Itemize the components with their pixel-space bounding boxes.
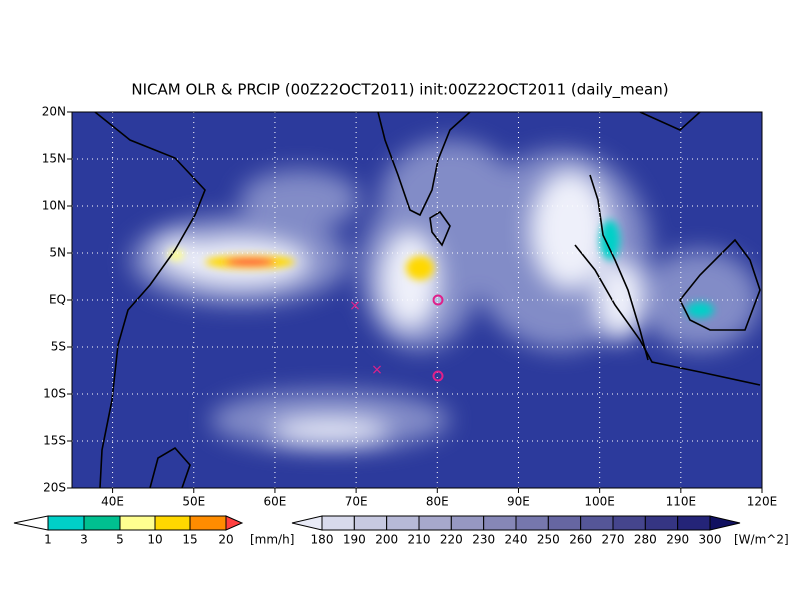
colorbar-box (450, 515, 485, 531)
colorbar-box (321, 515, 355, 531)
colorbar-label: 300 (699, 533, 722, 547)
lat-label: 15N (42, 152, 66, 166)
lat-label: 5N (49, 246, 66, 260)
colorbar-box (580, 515, 614, 531)
lon-label: 110E (666, 495, 697, 509)
colorbar-box (353, 515, 388, 531)
markers: × × (349, 294, 444, 382)
lat-label: 10S (43, 387, 66, 401)
lat-label: EQ (49, 293, 66, 307)
colorbar-label: 240 (505, 533, 528, 547)
colorbar-box (677, 515, 711, 531)
colorbar-label: 180 (311, 533, 334, 547)
colorbar-label: 1 (44, 533, 52, 547)
lon-label: 100E (584, 495, 615, 509)
colorbar-arrow (709, 515, 741, 531)
lon-label: 70E (345, 495, 368, 509)
circle-marker (432, 294, 444, 306)
colorbar-box (386, 515, 420, 531)
lat-label: 15S (43, 434, 66, 448)
colorbar-box (547, 515, 582, 531)
lon-label: 50E (182, 495, 205, 509)
circle-marker (432, 370, 444, 382)
colorbar-label: 270 (602, 533, 625, 547)
x-marker: × (349, 298, 361, 314)
colorbar-label: 15 (182, 533, 197, 547)
colorbar-arrow (291, 515, 323, 531)
colorbar-arrow (13, 515, 49, 531)
colorbar-box (418, 515, 452, 531)
colorbar-box (47, 515, 85, 531)
lat-label: 5S (51, 340, 66, 354)
colorbar-box (483, 515, 517, 531)
colorbar-box (119, 515, 156, 531)
lat-label: 20S (43, 481, 66, 495)
colorbar-label: 210 (408, 533, 431, 547)
lat-label: 20N (42, 105, 66, 119)
colorbar-label: 290 (666, 533, 689, 547)
colorbar-label: 3 (80, 533, 88, 547)
colorbar-box (83, 515, 121, 531)
colorbar-box (612, 515, 646, 531)
grid (72, 112, 762, 488)
colorbar-box (154, 515, 191, 531)
colorbar-arrow (225, 515, 244, 531)
lat-label: 10N (42, 199, 66, 213)
colorbar-label: 20 (218, 533, 233, 547)
colorbar-label: 5 (116, 533, 124, 547)
colorbar-label: 260 (569, 533, 592, 547)
lon-label: 120E (747, 495, 778, 509)
axis-labels: 20N 15N 10N 5N EQ 5S 10S 15S 20S 40E 50E 60E 70E 80E 9… (42, 105, 778, 509)
colorbar-label: 280 (634, 533, 657, 547)
lon-label: 60E (264, 495, 287, 509)
colorbar-label: 200 (375, 533, 398, 547)
colorbar-box (189, 515, 227, 531)
colorbars: 1 3 5 10 15 20 [mm/h] 180 190 200 210 220 230 240 250 2… (13, 515, 789, 547)
colorbar-unit: [mm/h] (250, 533, 294, 547)
colorbar-label: 10 (147, 533, 162, 547)
colorbar-label: 190 (343, 533, 366, 547)
lon-label: 90E (507, 495, 530, 509)
colorbar-box (644, 515, 679, 531)
lon-label: 40E (101, 495, 124, 509)
colorbar-label: 250 (537, 533, 560, 547)
colorbar-box (515, 515, 549, 531)
x-marker: × (371, 362, 383, 378)
map-title: NICAM OLR & PRCIP (00Z22OCT2011) init:00… (131, 81, 668, 100)
lon-label: 80E (426, 495, 449, 509)
colorbar-unit: [W/m^2] (734, 533, 789, 547)
colorbar-label: 230 (472, 533, 495, 547)
colorbar-label: 220 (440, 533, 463, 547)
